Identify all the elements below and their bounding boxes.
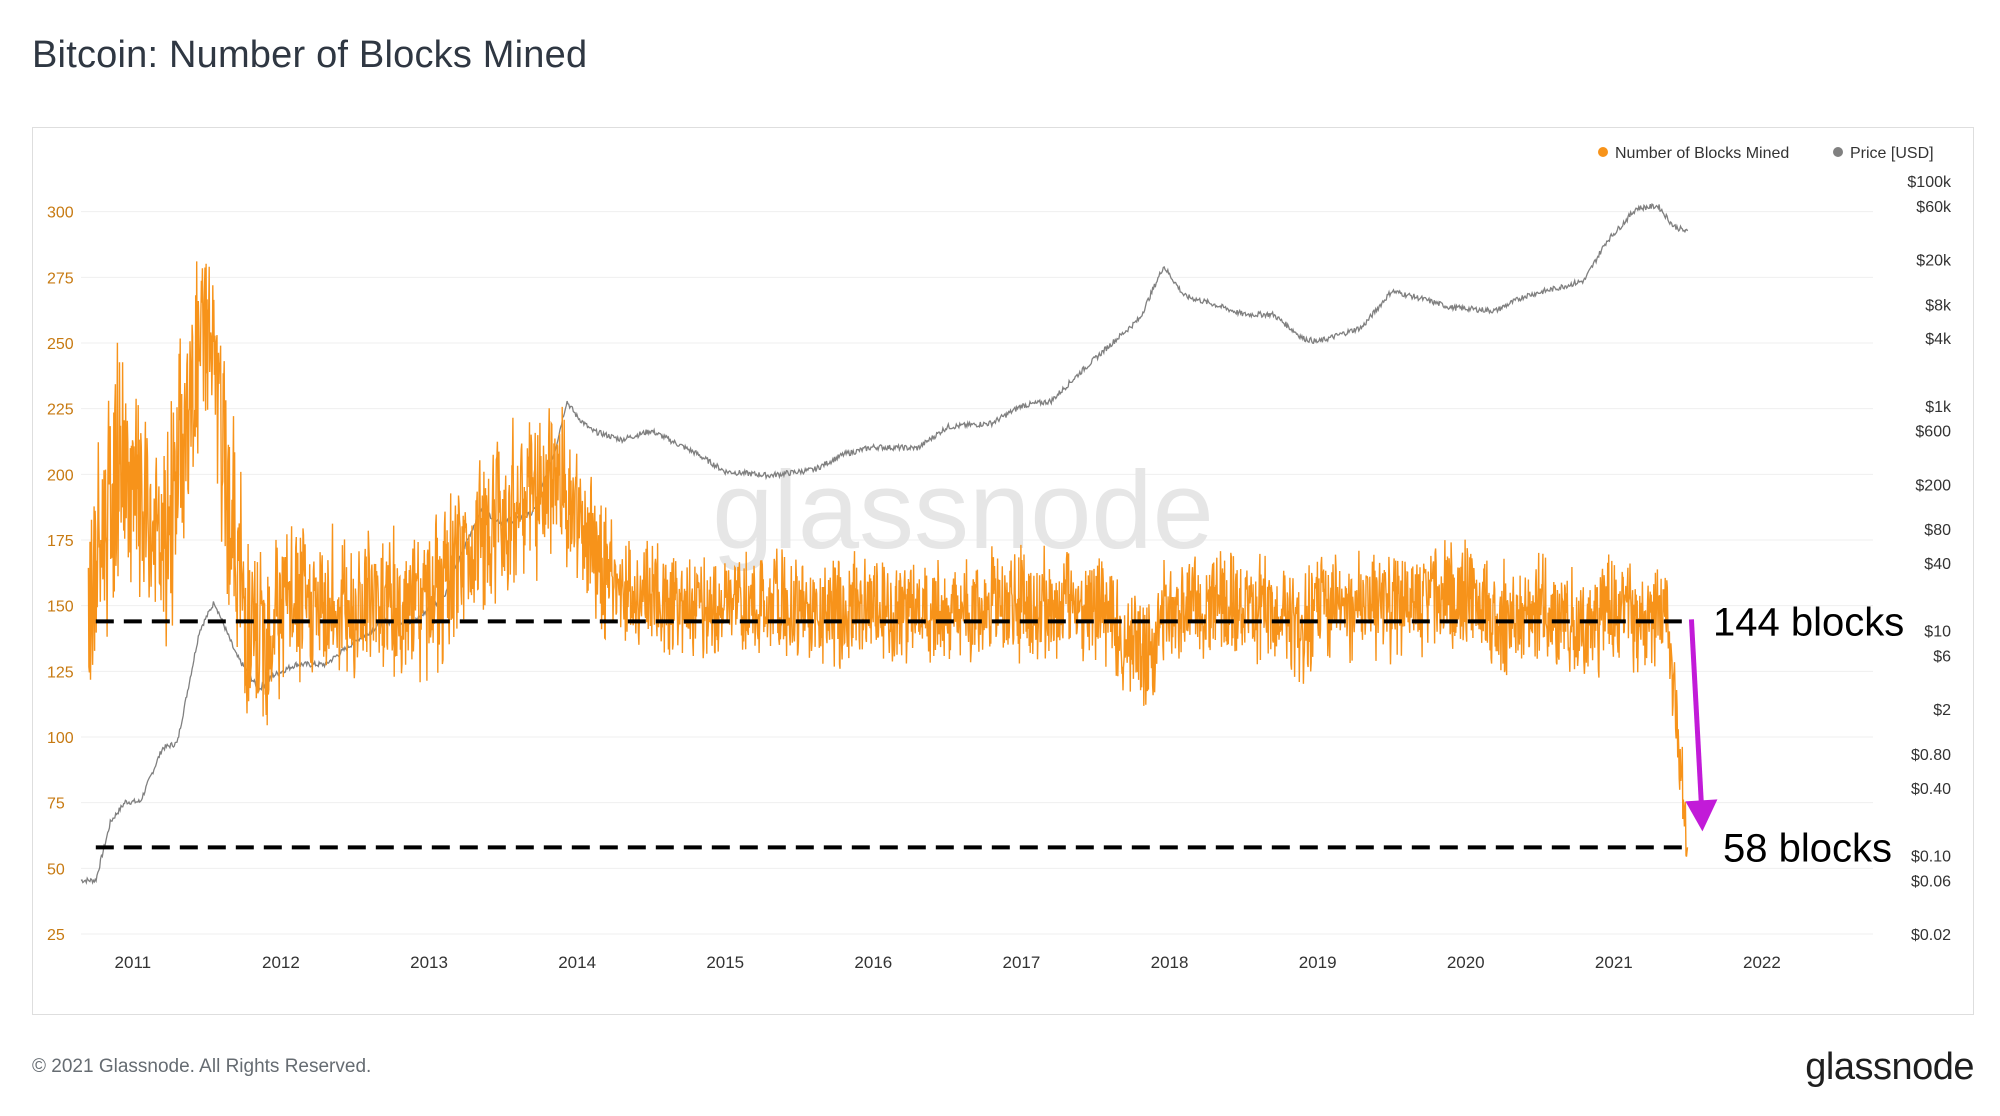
y-left-tick-label: 75 <box>47 796 65 813</box>
y-right-tick-label: $0.80 <box>1911 747 1951 764</box>
y-left-tick-label: 125 <box>47 664 74 681</box>
y-right-tick-label: $4k <box>1925 331 1952 348</box>
y-right-tick-label: $0.06 <box>1911 873 1951 890</box>
y-right-tick-label: $20k <box>1916 253 1952 270</box>
legend-blocks-swatch <box>1598 147 1608 157</box>
x-tick-label: 2014 <box>558 953 596 972</box>
y-left-tick-label: 250 <box>47 336 74 353</box>
x-tick-label: 2011 <box>115 953 152 972</box>
x-tick-label: 2018 <box>1151 953 1189 972</box>
drop-arrow-head <box>1685 799 1718 832</box>
legend-blocks-label[interactable]: Number of Blocks Mined <box>1615 145 1789 162</box>
grid-lines <box>81 211 1873 935</box>
blocks-series <box>87 261 1689 857</box>
y-left-tick-label: 300 <box>47 205 74 222</box>
chart-svg: glassnode 144 blocks 58 blocks 25 50 75 100 1… <box>47 145 1952 972</box>
annotation-label: 58 blocks <box>1723 826 1892 870</box>
y-left-tick-label: 275 <box>47 270 74 287</box>
x-tick-label: 2019 <box>1299 953 1337 972</box>
page-title: Bitcoin: Number of Blocks Mined <box>32 34 588 76</box>
y-left-tick-label: 150 <box>47 599 74 616</box>
x-tick-label: 2016 <box>854 953 892 972</box>
legend-price-swatch <box>1833 147 1843 157</box>
y-left-tick-label: 100 <box>47 730 74 747</box>
price-line <box>80 203 1689 886</box>
x-tick-label: 2022 <box>1743 953 1781 972</box>
legend: Number of Blocks Mined Price [USD] <box>1598 145 1934 162</box>
y-right-tick-label: $0.40 <box>1911 781 1951 798</box>
watermark: glassnode <box>712 449 1214 572</box>
y-left-tick-label: 50 <box>47 861 65 878</box>
drop-arrow-shaft <box>1688 619 1704 806</box>
y-right-tick-label: $0.10 <box>1911 848 1951 865</box>
y-right-tick-label: $100k <box>1907 174 1952 191</box>
annotation-label: 144 blocks <box>1713 600 1904 644</box>
x-tick-label: 2013 <box>410 953 448 972</box>
x-tick-label: 2017 <box>1003 953 1041 972</box>
glassnode-logo: glassnode <box>1805 1046 1974 1088</box>
y-right-tick-label: $10 <box>1924 624 1951 641</box>
blocks-line <box>87 261 1689 857</box>
copyright: © 2021 Glassnode. All Rights Reserved. <box>32 1056 372 1077</box>
x-tick-label: 2012 <box>262 953 300 972</box>
x-tick-label: 2015 <box>706 953 744 972</box>
y-left-tick-label: 25 <box>47 927 65 944</box>
y-right-tick-label: $2 <box>1933 702 1951 719</box>
y-right-tick-label: $80 <box>1924 522 1951 539</box>
y-left-tick-label: 175 <box>47 533 74 550</box>
x-tick-label: 2020 <box>1447 953 1485 972</box>
y-right-tick-label: $8k <box>1925 297 1952 314</box>
chart-panel: glassnode 144 blocks 58 blocks 25 50 75 100 1… <box>32 127 1974 1015</box>
y-right-tick-label: $6 <box>1933 649 1951 666</box>
y-right-tick-label: $40 <box>1924 556 1951 573</box>
annotations: 144 blocks 58 blocks <box>95 600 1904 870</box>
y-right-tick-label: $200 <box>1915 477 1951 494</box>
y-right-tick-label: $1k <box>1925 399 1952 416</box>
price-series <box>80 203 1689 886</box>
y-right-tick-label: $0.02 <box>1911 927 1951 944</box>
legend-price-label[interactable]: Price [USD] <box>1850 145 1934 162</box>
y-right-tick-label: $60k <box>1916 199 1952 216</box>
y-right-tick-label: $600 <box>1915 424 1951 441</box>
y-left-tick-label: 200 <box>47 467 74 484</box>
axes: 25 50 75 100 125 150 175 200 225 250 275 300 2011 201… <box>47 174 1952 972</box>
y-left-tick-label: 225 <box>47 402 74 419</box>
x-tick-label: 2021 <box>1595 953 1633 972</box>
